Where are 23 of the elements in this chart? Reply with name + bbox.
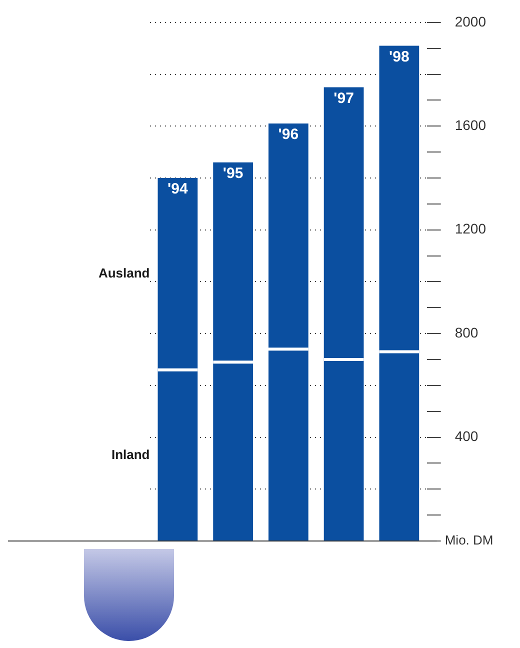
series-label: Inland: [111, 447, 150, 462]
y-tick-label: 1200: [454, 220, 486, 237]
x-tick-label: '96: [278, 126, 299, 144]
bar: [158, 370, 198, 540]
bar: [213, 362, 253, 540]
bar: [213, 162, 253, 362]
x-tick-label: '98: [389, 48, 410, 66]
x-tick-label: '97: [334, 90, 354, 107]
series-label: Ausland: [98, 266, 150, 280]
bar: [268, 349, 308, 540]
y-tick-label: 800: [454, 324, 478, 340]
x-tick-label: '94: [168, 180, 188, 198]
y-tick-label: 1600: [454, 116, 486, 133]
bar: [379, 46, 420, 352]
bar: [379, 352, 420, 540]
x-tick-label: '95: [222, 165, 244, 182]
bar: [324, 87, 364, 360]
bar: [268, 124, 308, 350]
y-tick-label: 2000: [454, 13, 486, 30]
bar: [324, 359, 364, 540]
y-axis-title: Mio. DM: [444, 532, 494, 548]
y-tick-label: 400: [454, 428, 478, 444]
bar: [158, 178, 198, 370]
